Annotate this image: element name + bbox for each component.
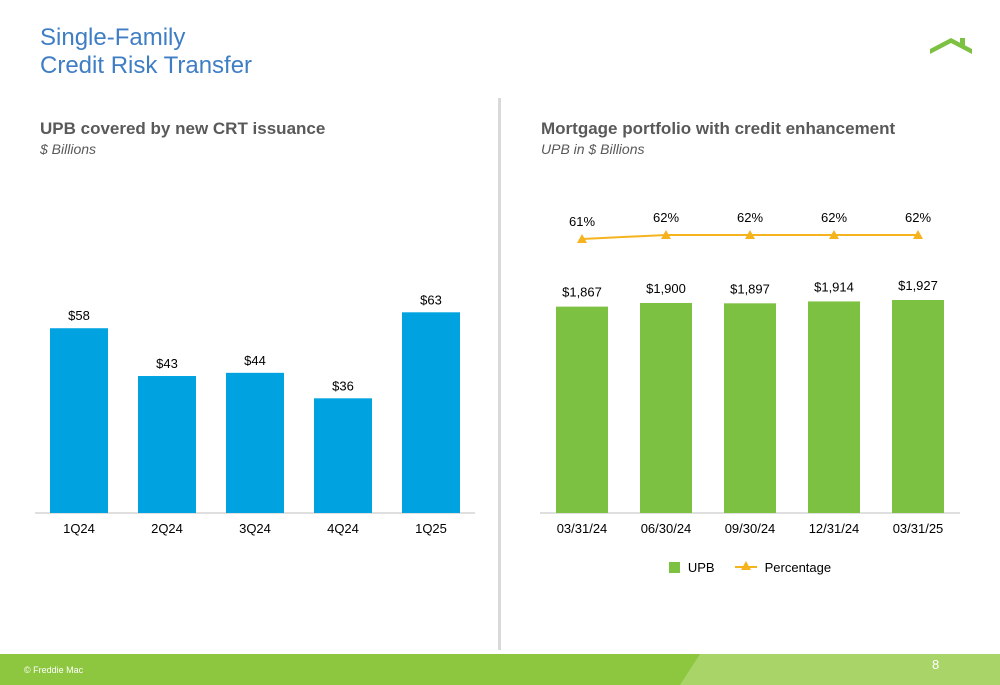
percentage-marker-12-31-24 (829, 230, 839, 239)
section-divider (498, 98, 501, 650)
data-label-3q24: $44 (244, 353, 266, 368)
data-label-pct-03-31-25: 62% (905, 210, 931, 225)
data-label-upb-03-31-25: $1,927 (898, 278, 938, 293)
bar-1q24 (50, 328, 108, 513)
data-label-upb-06-30-24: $1,900 (646, 281, 686, 296)
portfolio-chart: $1,867 03/31/24 $1,900 06/30/24 $1,897 09/30/… (540, 210, 960, 536)
data-label-1q24: $58 (68, 308, 90, 323)
crt-chart-title: UPB covered by new CRT issuance (40, 119, 326, 138)
footer-accent (680, 654, 1000, 685)
bar-upb-03-31-24 (556, 306, 608, 513)
x-tick-label-09-30-24: 09/30/24 (725, 521, 776, 536)
bar-2q24 (138, 376, 196, 513)
x-tick-label-4q24: 4Q24 (327, 521, 359, 536)
page-title: Single-Family Credit Risk Transfer (40, 24, 252, 80)
portfolio-chart-legend: UPB Percentage (540, 557, 960, 577)
data-label-2q24: $43 (156, 356, 178, 371)
x-tick-label-3q24: 3Q24 (239, 521, 271, 536)
x-tick-label-03-31-25: 03/31/25 (893, 521, 944, 536)
legend-label-upb: UPB (687, 559, 715, 575)
chimney-shape (960, 38, 965, 46)
data-label-pct-12-31-24: 62% (821, 210, 847, 225)
data-label-pct-06-30-24: 62% (653, 210, 679, 225)
crt-issuance-chart: $58 1Q24 $43 2Q24 $44 3Q24 $36 4Q24 $63 1Q25 (35, 292, 475, 536)
percentage-marker-09-30-24 (745, 230, 755, 239)
x-tick-label-1q24: 1Q24 (63, 521, 95, 536)
roof-shape (930, 38, 972, 54)
copyright-text: © Freddie Mac (24, 665, 84, 675)
legend-label-percentage: Percentage (764, 559, 832, 575)
bar-upb-12-31-24 (808, 301, 860, 513)
x-tick-label-1q25: 1Q25 (415, 521, 447, 536)
bar-3q24 (226, 372, 284, 513)
data-label-pct-09-30-24: 62% (737, 210, 763, 225)
bar-upb-03-31-25 (892, 300, 944, 513)
bar-upb-06-30-24 (640, 302, 692, 513)
house-roof-icon (930, 38, 972, 54)
bar-1q25 (402, 312, 460, 513)
x-tick-label-06-30-24: 06/30/24 (641, 521, 692, 536)
portfolio-chart-title: Mortgage portfolio with credit enhanceme… (541, 119, 896, 138)
legend-item-percentage: Percentage (734, 559, 832, 575)
page-title-line-2: Credit Risk Transfer (40, 52, 253, 79)
portfolio-chart-subtitle: UPB in $ Billions (541, 141, 645, 157)
data-label-upb-09-30-24: $1,897 (730, 281, 770, 296)
x-tick-label-03-31-24: 03/31/24 (557, 521, 608, 536)
data-label-upb-12-31-24: $1,914 (814, 279, 854, 294)
bar-4q24 (314, 398, 372, 513)
page-number: 8 (932, 657, 940, 672)
footer-bar (0, 654, 1000, 685)
page-title-line-1: Single-Family (40, 24, 186, 51)
crt-chart-subtitle: $ Billions (40, 141, 97, 157)
data-label-1q25: $63 (420, 292, 442, 307)
x-tick-label-2q24: 2Q24 (151, 521, 183, 536)
percentage-marker-03-31-24 (577, 234, 587, 243)
legend-swatch-upb (668, 561, 680, 573)
legend-marker-percentage (734, 561, 757, 573)
percentage-marker-06-30-24 (661, 230, 671, 239)
data-label-pct-03-31-24: 61% (569, 214, 595, 229)
percentage-marker-03-31-25 (913, 230, 923, 239)
bar-upb-09-30-24 (724, 303, 776, 513)
x-tick-label-12-31-24: 12/31/24 (809, 521, 860, 536)
data-label-4q24: $36 (332, 378, 354, 393)
legend-item-upb: UPB (668, 559, 715, 575)
data-label-upb-03-31-24: $1,867 (562, 285, 602, 300)
